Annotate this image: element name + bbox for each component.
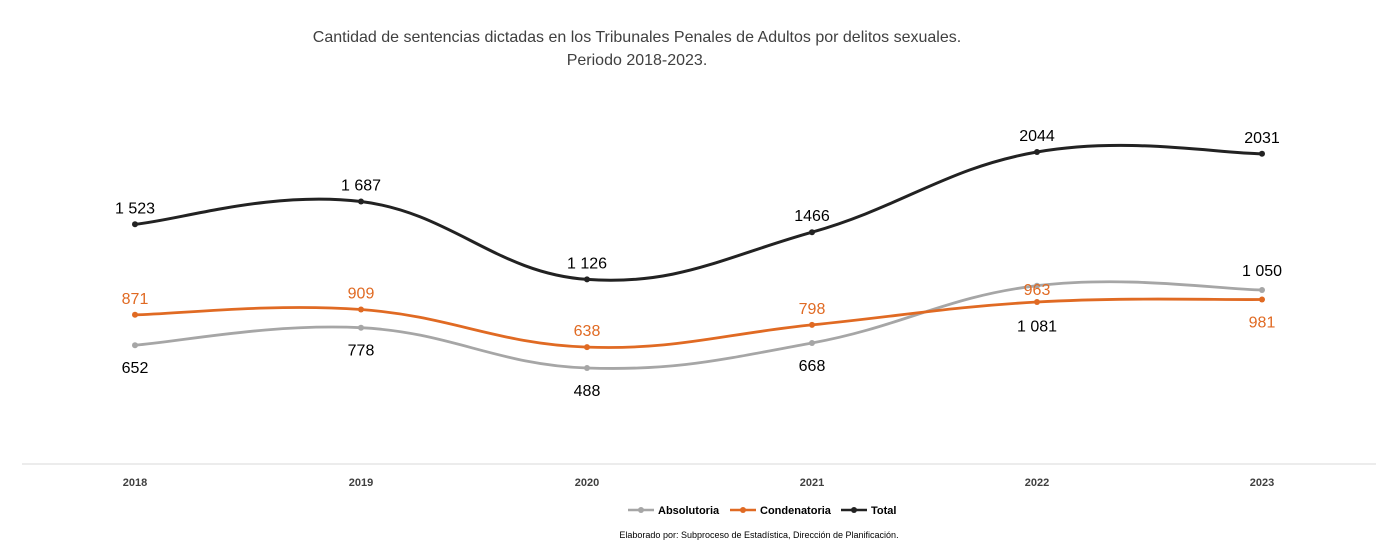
data-point-condenatoria-2023 xyxy=(1259,296,1265,303)
x-tick-label-2022: 2022 xyxy=(1025,477,1049,489)
data-point-condenatoria-2019 xyxy=(358,306,364,313)
legend-label-absolutoria: Absolutoria xyxy=(658,505,720,517)
data-label-condenatoria-2022: 963 xyxy=(1024,282,1051,299)
data-point-total-2018 xyxy=(132,221,138,228)
legend-marker-absolutoria xyxy=(638,507,644,513)
series-line-total xyxy=(133,143,1264,282)
data-point-condenatoria-2020 xyxy=(584,344,590,351)
series-line-absolutoria xyxy=(133,280,1264,370)
legend: Absolutoria Condenatoria Total xyxy=(628,505,896,517)
data-point-absolutoria-2020 xyxy=(584,365,590,371)
data-labels-layer: 652 778 488 668 1 081 1 050 871 909 638 798 963 981… xyxy=(115,128,1282,400)
chart-title-line-2: Periodo 2018-2023. xyxy=(567,52,708,69)
data-point-absolutoria-2019 xyxy=(358,324,364,331)
legend-label-condenatoria: Condenatoria xyxy=(760,505,832,517)
x-tick-label-2021: 2021 xyxy=(800,477,824,489)
data-point-total-2022 xyxy=(1034,149,1040,155)
x-tick-label-2023: 2023 xyxy=(1250,477,1274,489)
x-tick-label-2019: 2019 xyxy=(349,477,373,489)
data-label-absolutoria-2022: 1 081 xyxy=(1017,319,1057,336)
data-label-absolutoria-2018: 652 xyxy=(122,360,149,377)
data-point-total-2020 xyxy=(584,276,590,283)
data-point-absolutoria-2021 xyxy=(809,340,815,346)
legend-marker-condenatoria xyxy=(740,507,746,513)
data-label-condenatoria-2019: 909 xyxy=(348,286,375,303)
data-label-total-2022: 2044 xyxy=(1019,128,1055,145)
data-point-total-2019 xyxy=(358,198,364,205)
data-label-absolutoria-2021: 668 xyxy=(799,358,826,375)
chart-title-line-1: Cantidad de sentencias dictadas en los T… xyxy=(313,29,961,46)
legend-label-total: Total xyxy=(871,505,896,517)
data-point-total-2021 xyxy=(809,229,815,236)
legend-marker-total xyxy=(851,507,857,513)
data-label-total-2018: 1 523 xyxy=(115,200,155,217)
data-point-condenatoria-2018 xyxy=(132,311,138,318)
data-label-condenatoria-2018: 871 xyxy=(122,291,149,308)
data-point-absolutoria-2018 xyxy=(132,342,138,349)
data-label-absolutoria-2023: 1 050 xyxy=(1242,263,1282,280)
data-label-condenatoria-2020: 638 xyxy=(574,323,601,340)
data-point-condenatoria-2021 xyxy=(809,321,815,328)
data-point-absolutoria-2022 xyxy=(1034,282,1040,289)
series-line-condenatoria xyxy=(133,297,1264,349)
data-label-total-2021: 1466 xyxy=(794,208,830,225)
data-label-condenatoria-2023: 981 xyxy=(1249,315,1276,332)
data-label-absolutoria-2019: 778 xyxy=(348,343,375,360)
data-label-condenatoria-2021: 798 xyxy=(799,301,826,318)
data-point-absolutoria-2023 xyxy=(1259,287,1265,293)
series-layer xyxy=(132,143,1265,371)
data-point-total-2023 xyxy=(1259,150,1265,157)
data-point-condenatoria-2022 xyxy=(1034,299,1040,305)
data-label-total-2020: 1 126 xyxy=(567,255,607,272)
x-tick-label-2020: 2020 xyxy=(575,477,599,489)
data-label-total-2019: 1 687 xyxy=(341,178,381,195)
data-label-total-2023: 2031 xyxy=(1244,130,1280,147)
x-axis-ticks: 2018 2019 2020 2021 2022 2023 xyxy=(123,477,1274,489)
x-tick-label-2018: 2018 xyxy=(123,477,147,489)
source-note: Elaborado por: Subproceso de Estadística… xyxy=(619,530,898,540)
data-label-absolutoria-2020: 488 xyxy=(574,383,601,400)
